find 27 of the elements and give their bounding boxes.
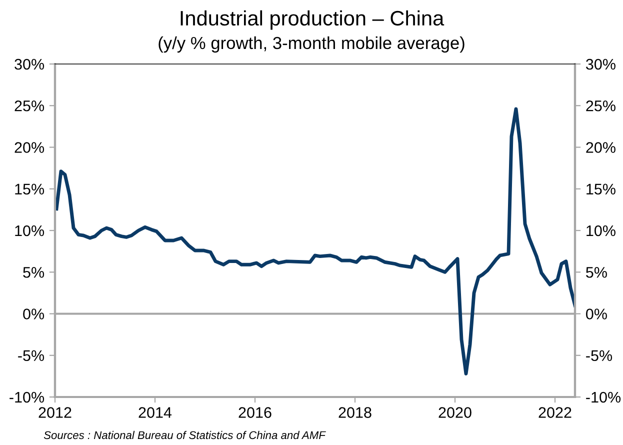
chart-title: Industrial production – China [180, 10, 444, 30]
y2-tick-label: -5% [586, 350, 612, 362]
x-tick-label: 2016 [238, 407, 272, 418]
y-tick-label: 20% [14, 142, 44, 153]
y-tick-label: 10% [15, 225, 44, 236]
y2-tick-label: 10% [586, 225, 616, 236]
y-tick-label: 25% [14, 100, 44, 112]
x-tick-label: 2014 [138, 407, 172, 418]
source-note: Sources : National Bureau of Statistics of China and AMF [44, 430, 326, 440]
y2-tick-label: 25% [586, 100, 616, 112]
x-tick-label: 2020 [438, 407, 472, 418]
x-tick-label: 2012 [38, 407, 72, 418]
x-tick-label: 2018 [338, 407, 372, 418]
y-tick-label: 30% [14, 58, 44, 70]
y-tick-label: 15% [15, 184, 44, 195]
y2-tick-label: 30% [586, 58, 616, 70]
y2-tick-label: -10% [586, 392, 621, 403]
y2-tick-label: 0% [586, 308, 607, 320]
y-tick-label: 0% [23, 308, 44, 320]
y-tick-label: -10% [10, 392, 44, 403]
y-tick-label: 5% [23, 267, 44, 278]
chart-subtitle: (y/y % growth, 3-month mobile average) [158, 36, 464, 53]
x-tick-label: 2022 [538, 407, 572, 418]
y-tick-label: -5% [18, 350, 44, 362]
y2-tick-label: 20% [586, 142, 616, 153]
y2-tick-label: 5% [586, 267, 607, 278]
y2-tick-label: 15% [586, 184, 616, 195]
